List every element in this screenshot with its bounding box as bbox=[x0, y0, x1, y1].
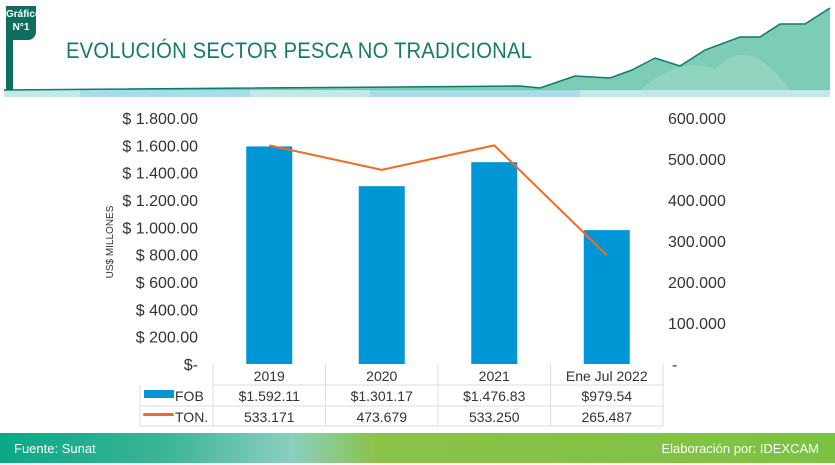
legend-ton-swatch bbox=[143, 413, 174, 416]
right-tick-label: 600.000 bbox=[668, 111, 726, 128]
ton-value: 265.487 bbox=[581, 409, 632, 425]
badge-label: Gráfico bbox=[6, 9, 42, 20]
credit-text: Elaboración por: IDEXCAM bbox=[661, 441, 819, 456]
fob-value: $979.54 bbox=[581, 388, 632, 404]
bar-fob bbox=[246, 146, 293, 364]
category-label: 2020 bbox=[366, 368, 397, 384]
legend-ton-label: TON. bbox=[175, 409, 208, 425]
chart-number-badge: Gráfico N°1 bbox=[6, 6, 42, 40]
bar-fob bbox=[358, 186, 405, 364]
right-tick-label: 300.000 bbox=[668, 234, 726, 251]
legend-fob-swatch bbox=[144, 390, 174, 398]
ton-value: 533.250 bbox=[469, 409, 520, 425]
fob-value: $1.592.11 bbox=[239, 388, 300, 404]
legend-fob-label: FOB bbox=[175, 388, 204, 404]
y-axis-title: US$ MILLONES bbox=[105, 205, 116, 278]
ton-value: 473.679 bbox=[356, 409, 407, 425]
right-tick-label: 500.000 bbox=[668, 152, 726, 169]
right-tick-label: 100.000 bbox=[668, 316, 726, 333]
right-tick-label: - bbox=[672, 357, 677, 374]
fob-value: $1.301.17 bbox=[351, 388, 413, 404]
right-tick-label: 200.000 bbox=[668, 275, 726, 292]
category-label: Ene Jul 2022 bbox=[566, 368, 648, 384]
left-tick-label: $ 400.00 bbox=[136, 302, 198, 319]
right-tick-label: 400.000 bbox=[668, 193, 726, 210]
left-tick-label: $ 200.00 bbox=[136, 330, 198, 347]
left-tick-label: $ 1.600.00 bbox=[122, 138, 198, 155]
badge-number: N°1 bbox=[12, 22, 30, 33]
bar-fob bbox=[583, 230, 630, 364]
left-tick-label: $ 1.400.00 bbox=[122, 166, 198, 183]
left-tick-label: $ 1.800.00 bbox=[122, 111, 198, 128]
category-label: 2019 bbox=[254, 368, 285, 384]
source-text: Fuente: Sunat bbox=[14, 441, 96, 456]
left-tick-label: $ 800.00 bbox=[136, 248, 198, 265]
fob-value: $1.476.83 bbox=[463, 388, 525, 404]
left-tick-label: $ 1.200.00 bbox=[122, 193, 198, 210]
footer: Fuente: Sunat Elaboración por: IDEXCAM bbox=[0, 433, 835, 463]
bar-fob bbox=[471, 162, 518, 364]
ton-value: 533.171 bbox=[244, 409, 295, 425]
left-tick-label: $ 600.00 bbox=[136, 275, 198, 292]
chart: $- $ 200.00 $ 400.00 $ 600.00 $ 800.00 $ 1.00… bbox=[105, 111, 726, 427]
accent-bar bbox=[6, 38, 13, 90]
left-tick-label: $- bbox=[184, 357, 198, 374]
header-decoration bbox=[3, 7, 831, 97]
page-title: EVOLUCIÓN SECTOR PESCA NO TRADICIONAL bbox=[66, 38, 533, 63]
category-label: 2021 bbox=[479, 368, 510, 384]
line-ton bbox=[269, 144, 608, 256]
left-tick-label: $ 1.000.00 bbox=[122, 220, 198, 237]
